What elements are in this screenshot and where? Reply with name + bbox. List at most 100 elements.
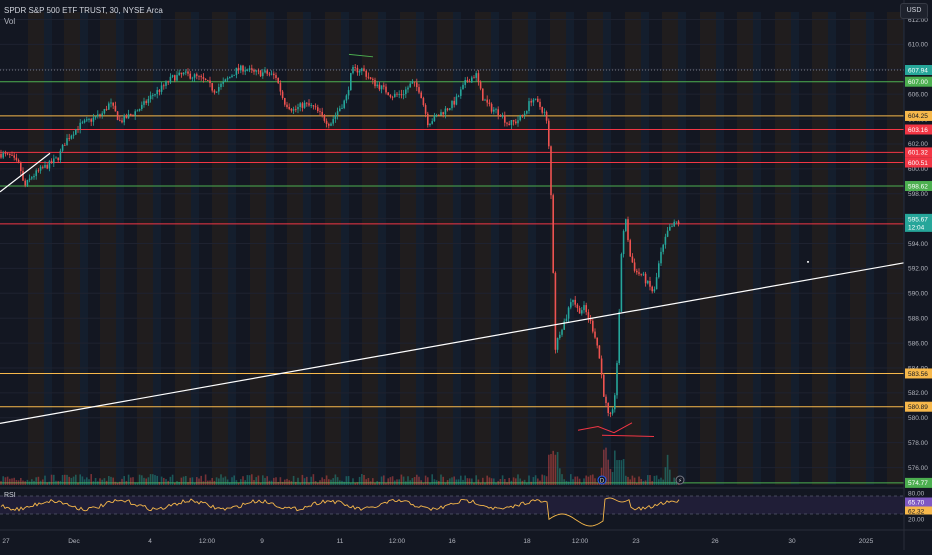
session-band	[625, 12, 641, 485]
drawing-stroke	[577, 422, 633, 434]
volume-bar	[251, 474, 253, 485]
candle-body	[325, 120, 328, 124]
candle-body	[374, 79, 376, 87]
volume-bar	[347, 476, 350, 485]
level-price-label: 580.89	[908, 404, 928, 411]
candle-body	[99, 114, 101, 116]
candle-body	[638, 272, 640, 274]
price-axis[interactable]: 612.00610.00608.00606.00604.00602.00600.…	[903, 0, 932, 550]
price-tick-label: 612.00	[908, 17, 928, 24]
volume-bar	[438, 481, 440, 485]
volume-bar	[565, 480, 568, 485]
candle-body	[666, 230, 669, 237]
candle-body	[420, 92, 422, 99]
volume-bar	[114, 481, 117, 485]
candle-body	[446, 108, 449, 110]
volume-bar	[389, 477, 392, 485]
candle-body	[198, 75, 200, 77]
level-price-label-bg	[905, 147, 932, 158]
candle-body	[134, 111, 136, 116]
candle-body	[556, 337, 559, 350]
candle-body	[636, 270, 638, 273]
volume-bar	[488, 477, 491, 485]
volume-bar	[466, 478, 469, 485]
rsi-tag-bg	[905, 488, 932, 498]
volume-bar	[163, 477, 165, 485]
volume-bar	[79, 474, 81, 485]
volume-bar	[253, 480, 255, 485]
rsi-pane	[0, 487, 904, 527]
time-axis[interactable]: 27 Dec 4 12:00 9 11 12:00 16 18 12:00 23 26 30 2025	[0, 529, 932, 545]
trendline	[0, 262, 905, 424]
candle-body	[438, 114, 440, 116]
candle-body	[625, 219, 627, 232]
candle-body	[229, 76, 231, 79]
candle-body	[235, 67, 238, 75]
volume-bar	[644, 480, 647, 485]
volume-bar	[611, 472, 614, 485]
candle-body	[596, 337, 598, 346]
candle-body	[673, 221, 675, 227]
annotations[interactable]: D ⚡	[348, 53, 685, 485]
candle-body	[433, 115, 436, 122]
candle-body	[9, 153, 11, 155]
volume-bar	[530, 481, 532, 485]
currency-button[interactable]: USD	[900, 3, 928, 19]
candle-body	[633, 262, 636, 271]
candle-body	[147, 98, 150, 103]
volume-bar	[561, 474, 563, 485]
volume-bar	[352, 478, 354, 485]
volume-bar	[556, 451, 559, 485]
volume-bar	[99, 478, 101, 485]
volume-bar	[385, 482, 387, 485]
candle-body	[468, 81, 471, 83]
candle-body	[290, 108, 293, 111]
volume-bar	[416, 474, 418, 485]
volume-bar	[15, 479, 18, 485]
volume-bar	[226, 479, 229, 485]
candle-body	[86, 119, 88, 121]
candle-body	[240, 65, 242, 71]
candle-body	[589, 318, 592, 321]
volume-bar	[284, 479, 286, 485]
level-price-label: 607.00	[908, 79, 928, 86]
candle-body	[361, 68, 363, 72]
volume-bar	[268, 480, 271, 485]
candle-body	[4, 153, 7, 154]
time-tick-label: 26	[711, 538, 719, 545]
price-tick-label: 580.00	[908, 415, 928, 422]
candle-body	[662, 244, 664, 252]
session-band	[325, 12, 341, 485]
candle-body	[343, 100, 345, 108]
volume-bar	[141, 475, 143, 485]
candle-body	[669, 226, 671, 231]
rsi-tag-label: 65.70	[908, 499, 925, 506]
volume-bar	[273, 477, 275, 485]
candle-body	[400, 94, 403, 96]
volume-bar	[59, 480, 62, 485]
candle-body	[358, 71, 361, 73]
volume-bar	[160, 476, 163, 485]
volume-bar	[596, 482, 598, 485]
volume-bar	[510, 480, 513, 485]
candle-body	[114, 105, 117, 112]
volume-bar	[308, 482, 310, 485]
session-band	[362, 12, 378, 485]
volume-bar	[220, 474, 222, 485]
trendlines[interactable]	[0, 152, 905, 424]
candle-body	[486, 99, 488, 103]
volume-bar	[266, 476, 268, 485]
volume-bar	[618, 460, 620, 485]
volume-bar	[44, 475, 46, 485]
candle-body	[429, 123, 431, 126]
price-tick-label: 588.00	[908, 316, 928, 323]
volume-bar	[552, 450, 554, 485]
candle-body	[380, 85, 383, 90]
volume-bar	[622, 459, 625, 485]
level-price-label: 601.32	[908, 150, 928, 157]
volume-bar	[440, 474, 442, 485]
candle-body	[251, 68, 253, 70]
candle-body	[484, 99, 486, 101]
